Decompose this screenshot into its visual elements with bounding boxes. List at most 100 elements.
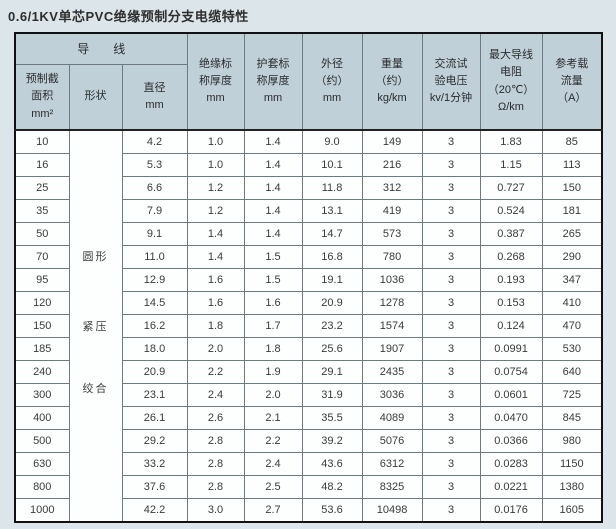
table-row: 800 37.6 2.8 2.5 48.2 8325 3 0.0221 1380 [14,475,603,499]
table-row: 185 18.0 2.0 1.8 25.6 1907 3 0.0991 530 [14,337,603,361]
table-cell: 13.1 [301,199,363,223]
table-row: 95 12.9 1.6 1.5 19.1 1036 3 0.193 347 [14,268,603,292]
table-cell: 1.0 [186,129,245,154]
table-body: 10 圆形 紧压 绞合 4.2 1.0 1.4 9.0 149 3 1.83 85 16 5.3 1.0 1.… [14,129,603,523]
table-cell: 3 [421,498,481,523]
table-cell: 0.268 [479,245,543,269]
table-cell: 120 [14,291,70,315]
table-cell: 8325 [361,475,423,499]
table-cell: 780 [361,245,423,269]
table-cell: 2.8 [186,475,245,499]
table-cell: 10.1 [301,153,363,177]
table-cell: 29.1 [301,360,363,384]
table-cell: 19.1 [301,268,363,292]
shape-label: 圆形 [82,250,109,263]
table-cell: 48.2 [301,475,363,499]
table-cell: 3 [421,337,481,361]
table-cell: 500 [14,429,70,453]
table-cell: 3 [421,452,481,476]
table-cell: 0.153 [479,291,543,315]
table-cell: 0.387 [479,222,543,246]
table-cell: 2.0 [186,337,245,361]
table-cell: 1278 [361,291,423,315]
header-conductor-group: 导 线 [14,32,188,65]
table-cell: 23.2 [301,314,363,338]
table-cell: 9.1 [121,222,188,246]
table-row: 1000 42.2 3.0 2.7 53.6 10498 3 0.0176 1605 [14,498,603,523]
table-cell: 1.4 [243,176,303,200]
table-cell: 3 [421,360,481,384]
table-cell: 630 [14,452,70,476]
table-cell: 7.9 [121,199,188,223]
table-cell: 530 [541,337,603,361]
cable-spec-table: 导 线 绝缘标 称厚度 mm 护套标 称厚度 mm 外径 （约） mm 重量 （… [14,32,604,523]
table-cell: 3 [421,222,481,246]
table-cell: 1.4 [186,245,245,269]
table-cell: 3 [421,314,481,338]
header-weight: 重量 （约） kg/km [361,32,423,131]
table-cell: 3.0 [186,498,245,523]
table-cell: 31.9 [301,383,363,407]
table-cell: 1.5 [243,268,303,292]
table-cell: 470 [541,314,603,338]
table-cell: 216 [361,153,423,177]
table-cell: 3 [421,383,481,407]
table-cell: 2.1 [243,406,303,430]
table-row: 70 11.0 1.4 1.5 16.8 780 3 0.268 290 [14,245,603,269]
table-cell: 845 [541,406,603,430]
table-row: 630 33.2 2.8 2.4 43.6 6312 3 0.0283 1150 [14,452,603,476]
table-cell: 1.83 [479,129,543,154]
header-current-capacity: 参考载 流量 （A） [541,32,603,131]
table-cell: 1036 [361,268,423,292]
header-ac-test-voltage: 交流试 验电压 kv/1分钟 [421,32,481,131]
table-cell: 14.7 [301,222,363,246]
table-cell: 3 [421,291,481,315]
header-shape: 形状 [68,64,123,131]
table-row: 25 6.6 1.2 1.4 11.8 312 3 0.727 150 [14,176,603,200]
table-cell: 6312 [361,452,423,476]
table-cell: 1.6 [243,291,303,315]
header-cross-section: 预制截 面积 mm² [14,64,70,131]
table-cell: 14.5 [121,291,188,315]
table-cell: 5.3 [121,153,188,177]
table-cell: 23.1 [121,383,188,407]
header-sub-row: 预制截 面积 mm² 形状 直径 mm [14,64,602,131]
table-cell: 26.1 [121,406,188,430]
table-row: 240 20.9 2.2 1.9 29.1 2435 3 0.0754 640 [14,360,603,384]
shape-label: 绞合 [82,383,109,396]
shape-column-cell: 圆形 紧压 绞合 [68,129,123,523]
table-cell: 0.124 [479,314,543,338]
table-cell: 1605 [541,498,603,523]
table-cell: 2.4 [243,452,303,476]
table-cell: 0.0754 [479,360,543,384]
header-max-resistance: 最大导线 电阻 （20℃） Ω/km [479,32,543,131]
table-cell: 3 [421,406,481,430]
table-cell: 33.2 [121,452,188,476]
table-row: 400 26.1 2.6 2.1 35.5 4089 3 0.0470 845 [14,406,603,430]
table-cell: 42.2 [121,498,188,523]
table-row: 300 23.1 2.4 2.0 31.9 3036 3 0.0601 725 [14,383,603,407]
table-cell: 347 [541,268,603,292]
table-cell: 39.2 [301,429,363,453]
table-cell: 1.4 [243,199,303,223]
table-cell: 3 [421,475,481,499]
table-cell: 1574 [361,314,423,338]
table-row: 16 5.3 1.0 1.4 10.1 216 3 1.15 113 [14,153,603,177]
table-cell: 37.6 [121,475,188,499]
table-cell: 980 [541,429,603,453]
table-cell: 18.0 [121,337,188,361]
table-cell: 3 [421,129,481,154]
table-cell: 9.0 [301,129,363,154]
table-cell: 1.2 [186,176,245,200]
table-cell: 2435 [361,360,423,384]
table-cell: 300 [14,383,70,407]
table-cell: 5076 [361,429,423,453]
table-cell: 0.193 [479,268,543,292]
table-cell: 312 [361,176,423,200]
table-cell: 573 [361,222,423,246]
table-row: 10 圆形 紧压 绞合 4.2 1.0 1.4 9.0 149 3 1.83 85 [14,129,603,523]
table-cell: 3036 [361,383,423,407]
table-cell: 640 [541,360,603,384]
table-cell: 410 [541,291,603,315]
table-cell: 0.0283 [479,452,543,476]
